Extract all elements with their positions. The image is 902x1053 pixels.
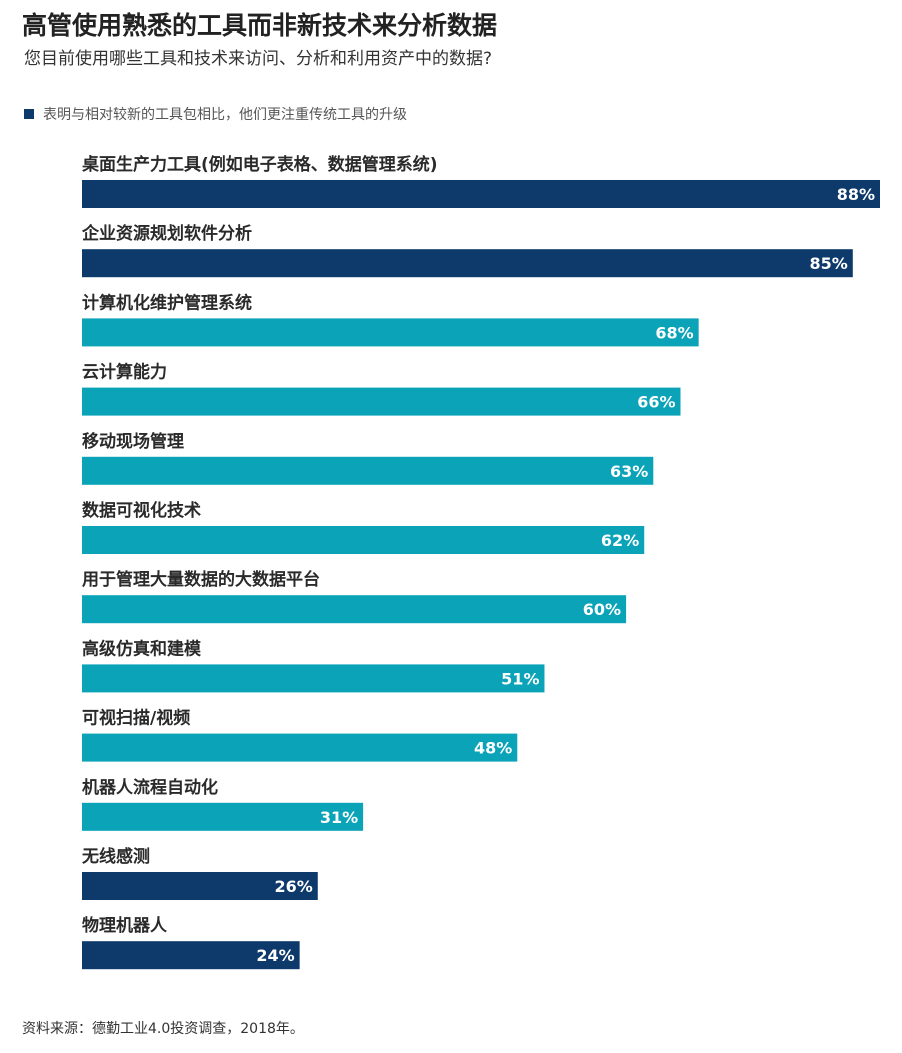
page-subtitle: 您目前使用哪些工具和技术来访问、分析和利用资产中的数据? xyxy=(24,49,493,69)
bar xyxy=(82,664,545,693)
bar xyxy=(82,249,853,278)
category-label: 物理机器人 xyxy=(82,915,168,936)
value-label: 68% xyxy=(655,323,693,342)
value-label: 66% xyxy=(637,393,675,412)
value-label: 88% xyxy=(837,185,875,204)
category-label: 桌面生产力工具(例如电子表格、数据管理系统) xyxy=(82,154,438,175)
value-label: 63% xyxy=(610,462,648,481)
bar xyxy=(82,456,654,485)
value-label: 26% xyxy=(274,877,312,896)
value-label: 48% xyxy=(474,739,512,758)
value-label: 60% xyxy=(583,600,621,619)
category-label: 计算机化维护管理系统 xyxy=(82,292,252,313)
category-label: 用于管理大量数据的大数据平台 xyxy=(82,569,320,590)
bar xyxy=(82,318,699,347)
bar-chart: 桌面生产力工具(例如电子表格、数据管理系统) 88% 企业资源规划软件分析 85% 计算… xyxy=(81,154,880,970)
bar xyxy=(82,387,681,416)
bar xyxy=(82,941,300,970)
value-label: 85% xyxy=(809,254,847,273)
source-note: 资料来源：德勤工业4.0投资调查，2018年。 xyxy=(22,1021,304,1037)
category-label: 云计算能力 xyxy=(82,362,167,383)
category-label: 移动现场管理 xyxy=(82,431,184,452)
legend: 表明与相对较新的工具包相比，他们更注重传统工具的升级 xyxy=(24,104,407,124)
bar xyxy=(82,802,364,831)
value-label: 62% xyxy=(601,531,639,550)
bar xyxy=(82,526,645,554)
page-title: 高管使用熟悉的工具而非新技术来分析数据 xyxy=(22,11,498,40)
category-label: 可视扫描/视频 xyxy=(82,708,190,729)
bar xyxy=(82,733,518,762)
category-label: 高级仿真和建模 xyxy=(82,638,202,659)
bar xyxy=(82,180,880,208)
bar xyxy=(82,872,318,900)
legend-swatch xyxy=(24,109,34,119)
value-label: 24% xyxy=(256,946,294,965)
category-label: 数据可视化技术 xyxy=(82,500,201,521)
legend-label: 表明与相对较新的工具包相比，他们更注重传统工具的升级 xyxy=(43,107,407,123)
category-label: 无线感测 xyxy=(81,846,150,867)
bar xyxy=(82,595,627,624)
value-label: 51% xyxy=(501,669,539,688)
category-label: 机器人流程自动化 xyxy=(82,777,218,798)
category-label: 企业资源规划软件分析 xyxy=(81,223,252,244)
value-label: 31% xyxy=(320,808,358,827)
